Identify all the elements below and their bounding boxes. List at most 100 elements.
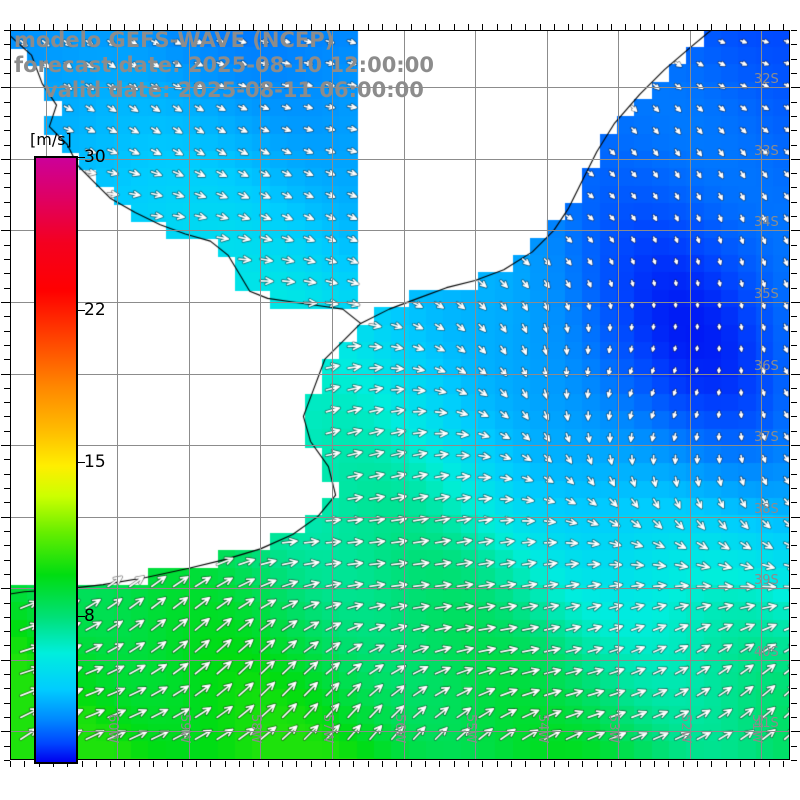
colorbar-tick bbox=[78, 310, 85, 311]
tick-left bbox=[4, 502, 10, 503]
tick-top bbox=[353, 24, 354, 30]
colorbar[interactable] bbox=[34, 156, 78, 764]
tick-left bbox=[4, 73, 10, 74]
tick-bottom bbox=[540, 761, 541, 767]
tick-top bbox=[153, 24, 154, 30]
tick-bottom bbox=[726, 761, 727, 767]
tick-top bbox=[325, 24, 326, 30]
tick-left bbox=[1, 517, 10, 518]
tick-bottom bbox=[10, 761, 11, 767]
tick-top bbox=[82, 24, 83, 30]
tick-bottom bbox=[697, 761, 698, 767]
tick-right bbox=[791, 230, 800, 231]
colorbar-tick-label: 8 bbox=[84, 606, 95, 626]
tick-bottom bbox=[325, 761, 326, 767]
tick-right bbox=[791, 746, 797, 747]
tick-bottom bbox=[210, 761, 211, 767]
tick-right bbox=[791, 431, 797, 432]
gridline-horizontal bbox=[10, 302, 790, 303]
tick-bottom bbox=[597, 761, 598, 767]
tick-top bbox=[368, 24, 369, 30]
tick-top bbox=[582, 24, 583, 30]
tick-bottom bbox=[67, 761, 68, 767]
gridline-horizontal bbox=[10, 230, 790, 231]
tick-top bbox=[282, 24, 283, 30]
tick-right bbox=[791, 631, 797, 632]
tick-right bbox=[791, 216, 797, 217]
tick-left bbox=[4, 145, 10, 146]
tick-top bbox=[482, 24, 483, 30]
tick-top bbox=[769, 24, 770, 30]
tick-left bbox=[4, 416, 10, 417]
tick-top bbox=[396, 24, 397, 30]
gridline-vertical bbox=[547, 30, 548, 760]
tick-left bbox=[4, 631, 10, 632]
tick-right bbox=[791, 130, 797, 131]
tick-left bbox=[4, 259, 10, 260]
tick-right bbox=[791, 474, 797, 475]
tick-right bbox=[791, 416, 797, 417]
tick-top bbox=[497, 24, 498, 30]
tick-left bbox=[4, 102, 10, 103]
tick-left bbox=[4, 746, 10, 747]
tick-left bbox=[4, 474, 10, 475]
colorbar-tick-label: 30 bbox=[84, 147, 106, 167]
tick-top bbox=[783, 24, 784, 30]
latitude-label: 41S bbox=[754, 716, 779, 732]
tick-right bbox=[791, 488, 797, 489]
map-plot-area[interactable] bbox=[10, 30, 790, 760]
colorbar-tick bbox=[78, 462, 85, 463]
gridline-horizontal bbox=[10, 731, 790, 732]
colorbar-tick bbox=[78, 157, 85, 158]
tick-left bbox=[4, 359, 10, 360]
gridline-vertical bbox=[761, 30, 762, 760]
gridline-vertical bbox=[404, 30, 405, 760]
tick-left bbox=[4, 431, 10, 432]
longitude-label: 54W bbox=[534, 714, 550, 744]
wind-speed-raster bbox=[10, 30, 790, 760]
tick-right bbox=[791, 116, 797, 117]
tick-top bbox=[668, 24, 669, 30]
tick-right bbox=[791, 388, 797, 389]
tick-right bbox=[791, 59, 797, 60]
tick-top bbox=[597, 24, 598, 30]
tick-right bbox=[791, 187, 797, 188]
tick-bottom bbox=[110, 761, 111, 767]
tick-bottom bbox=[525, 761, 526, 767]
tick-left bbox=[4, 273, 10, 274]
tick-left bbox=[4, 245, 10, 246]
tick-top bbox=[10, 24, 11, 30]
longitude-label: 55W bbox=[463, 714, 479, 744]
latitude-label: 34S bbox=[754, 215, 779, 231]
tick-left bbox=[4, 603, 10, 604]
tick-right bbox=[791, 517, 800, 518]
colorbar-tick-label: 22 bbox=[84, 300, 106, 320]
tick-top bbox=[382, 24, 383, 30]
longitude-label: 56W bbox=[391, 714, 407, 744]
tick-bottom bbox=[282, 761, 283, 767]
colorbar-unit-label: [m/s] bbox=[30, 130, 72, 149]
tick-top bbox=[568, 24, 569, 30]
tick-left bbox=[4, 30, 10, 31]
tick-bottom bbox=[82, 761, 83, 767]
tick-bottom bbox=[754, 761, 755, 767]
tick-right bbox=[791, 660, 800, 661]
tick-bottom bbox=[497, 761, 498, 767]
tick-bottom bbox=[182, 761, 183, 767]
tick-right bbox=[791, 674, 797, 675]
tick-top bbox=[425, 24, 426, 30]
tick-bottom bbox=[454, 761, 455, 767]
tick-top bbox=[511, 24, 512, 30]
latitude-label: 38S bbox=[754, 501, 779, 517]
tick-right bbox=[791, 645, 797, 646]
tick-bottom bbox=[296, 761, 297, 767]
tick-right bbox=[791, 331, 797, 332]
longitude-label: 53W bbox=[606, 714, 622, 744]
tick-top bbox=[611, 24, 612, 30]
tick-bottom bbox=[196, 761, 197, 767]
tick-top bbox=[53, 24, 54, 30]
tick-bottom bbox=[783, 761, 784, 767]
tick-right bbox=[791, 459, 797, 460]
tick-right bbox=[791, 545, 797, 546]
tick-right bbox=[791, 145, 797, 146]
